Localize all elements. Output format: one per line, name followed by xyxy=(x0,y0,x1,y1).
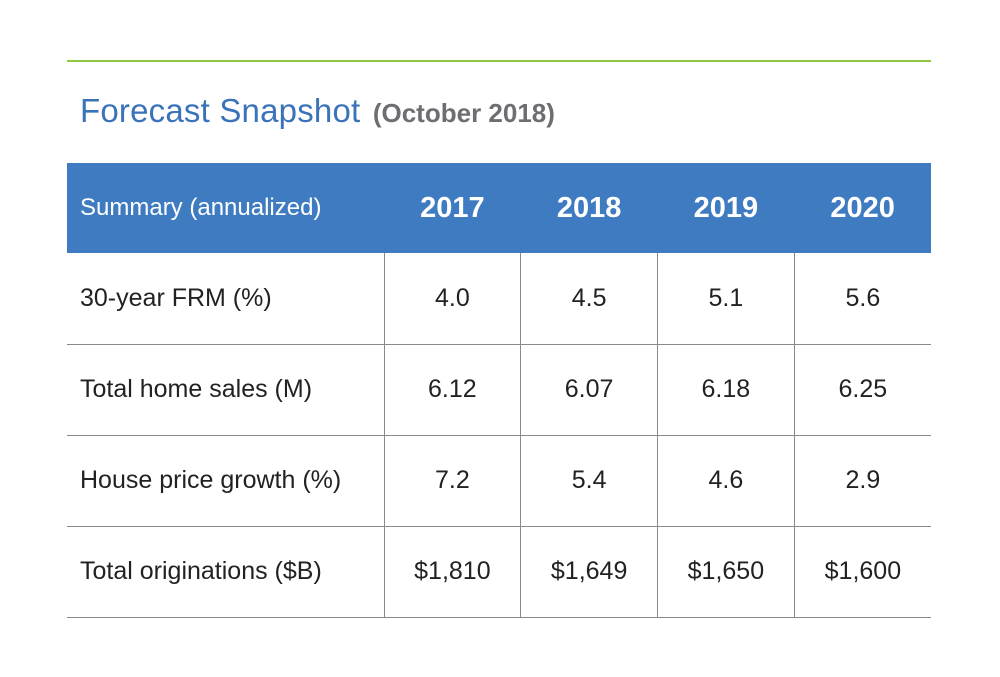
header-label: Summary (annualized) xyxy=(80,194,322,221)
table-header-row: Summary (annualized) 2017 2018 2019 2020 xyxy=(67,163,931,253)
table-cell: $1,650 xyxy=(657,526,795,617)
top-divider xyxy=(67,60,931,62)
table-cell: 6.18 xyxy=(657,344,795,435)
row-label: Total originations ($B) xyxy=(80,557,322,585)
table-cell: 5.1 xyxy=(657,253,795,344)
table-cell: 6.12 xyxy=(383,344,521,435)
table-cell: 4.5 xyxy=(520,253,658,344)
row-label: Total home sales (M) xyxy=(80,375,313,403)
header-year: 2019 xyxy=(693,191,759,224)
row-label: House price growth (%) xyxy=(80,466,342,494)
forecast-table: Summary (annualized) 2017 2018 2019 2020… xyxy=(67,163,931,618)
table-cell: 5.4 xyxy=(520,435,658,526)
table-row: 30-year FRM (%) 4.0 4.5 5.1 5.6 xyxy=(67,253,931,344)
page-subtitle: (October 2018) xyxy=(372,98,555,128)
table-cell: $1,810 xyxy=(383,526,521,617)
table-cell: 4.6 xyxy=(657,435,795,526)
row-label: 30-year FRM (%) xyxy=(80,283,272,312)
table-cell: 4.0 xyxy=(383,253,521,344)
table-row: Total home sales (M) 6.12 6.07 6.18 6.25 xyxy=(67,344,931,435)
table-cell: 6.25 xyxy=(793,344,931,435)
table-row: House price growth (%) 7.2 5.4 4.6 2.9 xyxy=(67,435,931,526)
table-cell: 2.9 xyxy=(793,435,931,526)
title-block: Forecast Snapshot (October 2018) xyxy=(80,92,555,130)
header-year: 2018 xyxy=(556,191,622,224)
table-cell: $1,600 xyxy=(793,526,931,617)
header-year: 2017 xyxy=(420,191,485,224)
page-title: Forecast Snapshot xyxy=(80,92,361,129)
table-row: Total originations ($B) $1,810 $1,649 $1… xyxy=(67,526,931,617)
table-cell: 7.2 xyxy=(383,435,521,526)
table-cell: 5.6 xyxy=(793,253,931,344)
header-year: 2020 xyxy=(830,191,895,224)
table-cell: 6.07 xyxy=(520,344,658,435)
table-cell: $1,649 xyxy=(520,526,658,617)
